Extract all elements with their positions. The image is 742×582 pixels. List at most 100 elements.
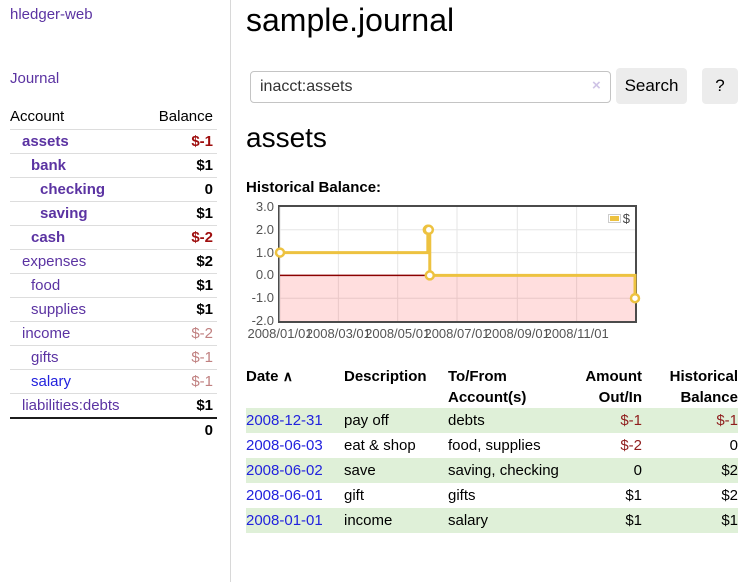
accounts-table: Account Balance assets $-1 bank $1 check…	[10, 105, 217, 441]
register-row: 2008-06-02 save saving, checking 0 $2	[246, 458, 738, 483]
y-axis-label: -2.0	[251, 313, 274, 328]
account-balance: $1	[196, 157, 213, 174]
sidebar-item-journal[interactable]: Journal	[10, 70, 60, 87]
transaction-date-link[interactable]: 2008-12-31	[246, 412, 323, 429]
transaction-description: save	[344, 462, 376, 479]
x-axis-label: 2008/05/01	[365, 326, 431, 341]
clear-search-icon[interactable]: ×	[592, 77, 601, 94]
x-axis-label: 2008/01/01	[247, 326, 313, 341]
account-balance: $1	[196, 205, 213, 222]
balance-column-header: Balance	[158, 108, 213, 125]
header-description: Description	[344, 368, 427, 385]
register-row: 2008-06-01 gift gifts $1 $2	[246, 483, 738, 508]
y-axis-label: 3.0	[255, 199, 274, 214]
account-column-header: Account	[10, 108, 65, 125]
transaction-amount: 0	[633, 462, 642, 479]
account-link[interactable]: income	[22, 325, 71, 342]
help-button[interactable]: ?	[702, 68, 738, 104]
transaction-accounts: gifts	[448, 487, 476, 504]
header-balance: Historical Balance	[669, 368, 738, 406]
chart-plot: $	[274, 205, 641, 323]
account-link[interactable]: saving	[40, 205, 88, 222]
y-axis-label: 2.0	[255, 221, 274, 237]
account-heading: assets	[246, 122, 327, 153]
account-row: checking 0	[10, 177, 217, 201]
account-balance: $1	[196, 277, 213, 294]
x-axis-label: 2008/07/01	[424, 326, 490, 341]
account-row: food $1	[10, 273, 217, 297]
transaction-balance: 0	[729, 437, 738, 454]
y-axis-label: 0.0	[255, 267, 274, 283]
register-row: 2008-06-03 eat & shop food, supplies $-2…	[246, 433, 738, 458]
register-row: 2008-01-01 income salary $1 $1	[246, 508, 738, 533]
accounts-total: 0	[10, 417, 217, 441]
header-accounts: To/From Account(s)	[448, 368, 527, 406]
account-balance: 0	[204, 181, 213, 198]
transaction-amount: $-2	[620, 437, 642, 454]
account-link[interactable]: bank	[31, 157, 67, 174]
account-row: salary $-1	[10, 369, 217, 393]
transaction-date-link[interactable]: 2008-01-01	[246, 512, 323, 529]
transaction-balance: $2	[721, 462, 738, 479]
account-row: expenses $2	[10, 249, 217, 273]
header-date-label: Date	[246, 368, 279, 385]
account-link[interactable]: checking	[40, 181, 106, 198]
legend-swatch-icon	[607, 214, 621, 223]
account-balance: $1	[196, 301, 213, 318]
transaction-amount: $-1	[620, 412, 642, 429]
sidebar: hledger-web Journal Account Balance asse…	[0, 0, 231, 582]
chart-legend: $	[607, 211, 630, 226]
account-link[interactable]: liabilities:debts	[22, 397, 120, 414]
account-row: cash $-2	[10, 225, 217, 249]
account-row: saving $1	[10, 201, 217, 225]
account-link[interactable]: salary	[31, 373, 72, 390]
account-link[interactable]: cash	[31, 229, 66, 246]
register-row: 2008-12-31 pay off debts $-1 $-1	[246, 408, 738, 433]
x-axis-label: 2008/09/01	[484, 326, 550, 341]
accounts-list: assets $-1 bank $1 checking 0 saving $1 …	[10, 129, 217, 417]
x-axis-label: 2008/11/01	[544, 326, 609, 341]
account-link[interactable]: assets	[22, 133, 69, 150]
account-link[interactable]: food	[31, 277, 61, 294]
transaction-accounts: saving, checking	[448, 462, 559, 479]
y-axis-label: 1.0	[255, 244, 274, 260]
account-balance: $2	[196, 253, 213, 270]
transaction-date-link[interactable]: 2008-06-02	[246, 462, 323, 479]
account-row: bank $1	[10, 153, 217, 177]
transaction-description: pay off	[344, 412, 389, 429]
header-date[interactable]: Date ∧	[246, 362, 344, 408]
main-content: sample.journal × Search ? assets Histori…	[246, 0, 742, 582]
account-balance: $-1	[191, 349, 213, 366]
page-title: sample.journal	[246, 2, 455, 38]
transaction-accounts: salary	[448, 512, 489, 529]
transaction-amount: $1	[625, 512, 642, 529]
account-balance: $-2	[191, 229, 213, 246]
account-row: gifts $-1	[10, 345, 217, 369]
transaction-balance: $2	[721, 487, 738, 504]
account-link[interactable]: supplies	[31, 301, 87, 318]
transaction-accounts: food, supplies	[448, 437, 541, 454]
x-axis-label: 2008/03/01	[305, 326, 371, 341]
transaction-description: income	[344, 512, 393, 529]
accounts-table-header: Account Balance	[10, 105, 217, 129]
account-row: assets $-1	[10, 129, 217, 153]
account-balance: $-2	[191, 325, 213, 342]
register-table: Date ∧ Description To/From Account(s) Amo…	[246, 362, 738, 533]
legend-label: $	[622, 211, 630, 226]
search-button[interactable]: Search	[616, 68, 687, 104]
transaction-description: eat & shop	[344, 437, 416, 454]
transaction-description: gift	[344, 487, 365, 504]
account-row: income $-2	[10, 321, 217, 345]
account-balance: $1	[196, 397, 213, 414]
search-input[interactable]	[250, 71, 611, 103]
transaction-balance: $-1	[716, 412, 738, 429]
account-balance: $-1	[191, 373, 213, 390]
account-balance: $-1	[191, 133, 213, 150]
app-title-link[interactable]: hledger-web	[10, 6, 93, 23]
transaction-date-link[interactable]: 2008-06-03	[246, 437, 323, 454]
sort-ascending-icon: ∧	[282, 368, 293, 384]
account-link[interactable]: gifts	[31, 349, 59, 366]
account-link[interactable]: expenses	[22, 253, 87, 270]
transaction-date-link[interactable]: 2008-06-01	[246, 487, 323, 504]
